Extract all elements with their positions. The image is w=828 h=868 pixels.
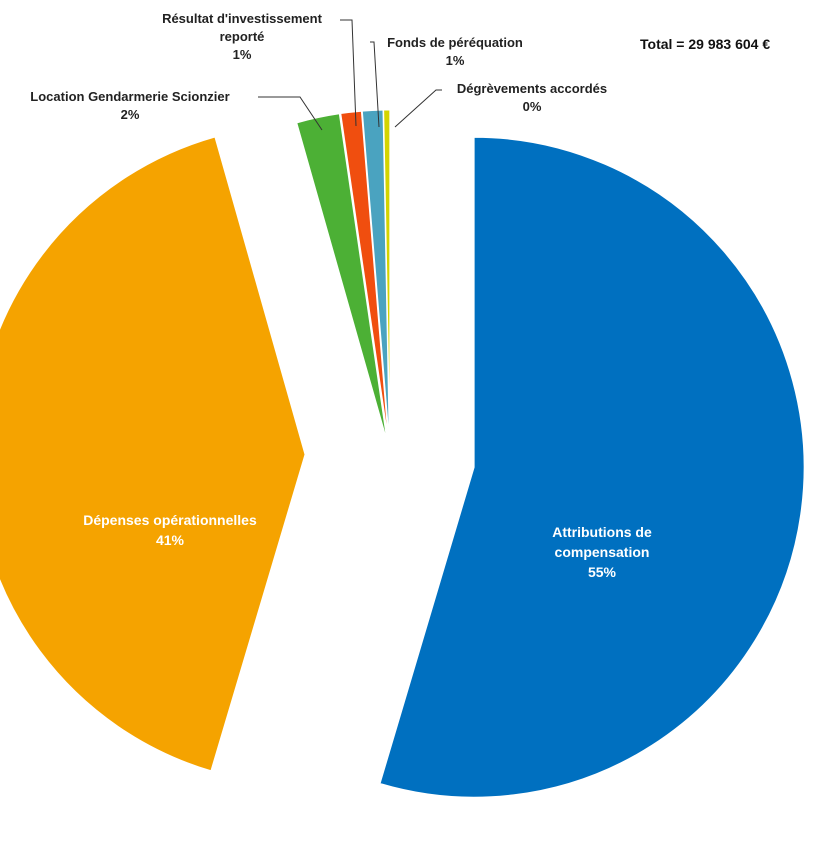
slice-label: Location Gendarmerie Scionzier 2% xyxy=(0,88,260,124)
slice-label: Fonds de péréquation 1% xyxy=(365,34,545,70)
slice-label: Résultat d'investissement reporté 1% xyxy=(142,10,342,64)
pie-slice xyxy=(379,136,805,798)
pie-slice xyxy=(383,109,391,441)
slice-name: Dépenses opérationnelles xyxy=(83,512,257,528)
slice-label: Dépenses opérationnelles 41% xyxy=(40,510,300,550)
slice-value: 2% xyxy=(120,107,140,122)
pie-slice xyxy=(296,113,388,441)
leader-line xyxy=(370,41,380,128)
slice-name: Résultat d'investissement reporté xyxy=(162,11,322,44)
slice-name: Location Gendarmerie Scionzier xyxy=(30,89,230,104)
total-annotation: Total = 29 983 604 € xyxy=(640,36,771,52)
slice-value: 55% xyxy=(587,564,617,580)
slice-value: 1% xyxy=(232,47,252,62)
pie-slice xyxy=(340,110,389,441)
slice-value: 41% xyxy=(155,532,185,548)
slice-label: Dégrèvements accordés 0% xyxy=(432,80,632,116)
pie-slice xyxy=(361,109,390,441)
slice-label: Attributions de compensation 55% xyxy=(532,522,672,582)
slice-value: 1% xyxy=(445,53,465,68)
slice-name: Attributions de compensation xyxy=(552,524,652,560)
slice-name: Fonds de péréquation xyxy=(387,35,523,50)
leader-line xyxy=(258,96,323,131)
slice-name: Dégrèvements accordés xyxy=(456,81,608,96)
slice-value: 0% xyxy=(522,99,542,114)
leader-line xyxy=(340,19,357,127)
slices xyxy=(0,109,805,798)
leader-line xyxy=(394,89,442,128)
pie-slice xyxy=(0,136,306,772)
